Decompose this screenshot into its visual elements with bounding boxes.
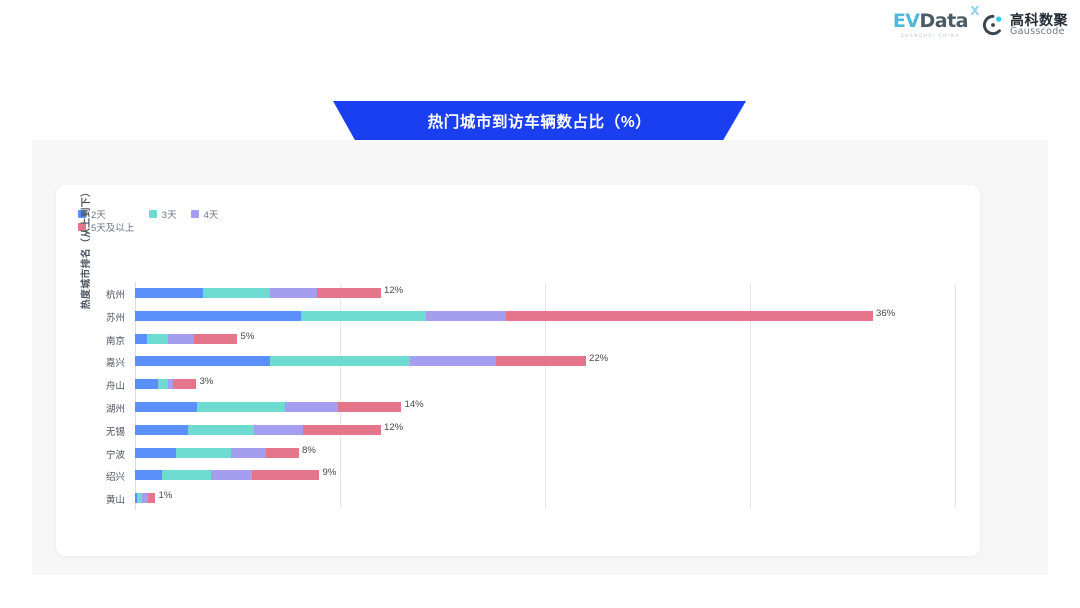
evdata-wordmark: EVData X [892,5,980,32]
evdata-logo: EVData X SHANGHAI CHINA [892,5,980,38]
legend-item-5days-plus[interactable]: 5天及以上 [78,220,134,234]
legend-item-4days[interactable]: 4天 [190,207,219,221]
chart-legend: 2天 3天 4天 5天及以上 [78,207,378,234]
legend-label-4days: 4天 [203,209,219,221]
brand-logo-bar: EVData X SHANGHAI CHINA 高科数聚 Gausscode [892,5,1068,38]
evdata-tagline: SHANGHAI CHINA [900,33,961,38]
gausscode-logo: 高科数聚 Gausscode [982,11,1068,38]
legend-label-2days: 2天 [91,209,106,221]
legend-item-2days[interactable]: 2天 [78,207,106,221]
title-banner-wrap: 热门城市到访车辆数占比（%） [0,101,1080,141]
gausscode-text: 高科数聚 Gausscode [1010,11,1068,38]
chart-card [56,185,980,556]
legend-row-2: 5天及以上 [78,220,378,234]
gausscode-en-name: Gausscode [1010,26,1065,38]
legend-swatch-2days [78,209,86,218]
legend-swatch-3days [148,209,157,218]
title-banner: 热门城市到访车辆数占比（%） [333,101,746,140]
evdata-data-text: Data [919,10,969,32]
evdata-x-icon: X [970,4,979,18]
legend-row-1: 2天 3天 4天 [78,207,378,221]
evdata-ev-text: EV [892,10,920,32]
legend-label-5days-plus: 5天及以上 [91,222,135,234]
legend-swatch-4days [190,209,199,218]
gausscode-c-mark-icon [982,14,1002,36]
page-title: 热门城市到访车辆数占比（%） [427,113,652,131]
legend-item-3days[interactable]: 3天 [148,207,177,221]
legend-swatch-5days-plus [78,222,86,231]
legend-label-3days: 3天 [161,209,177,221]
gausscode-cn-name: 高科数聚 [1010,11,1068,28]
